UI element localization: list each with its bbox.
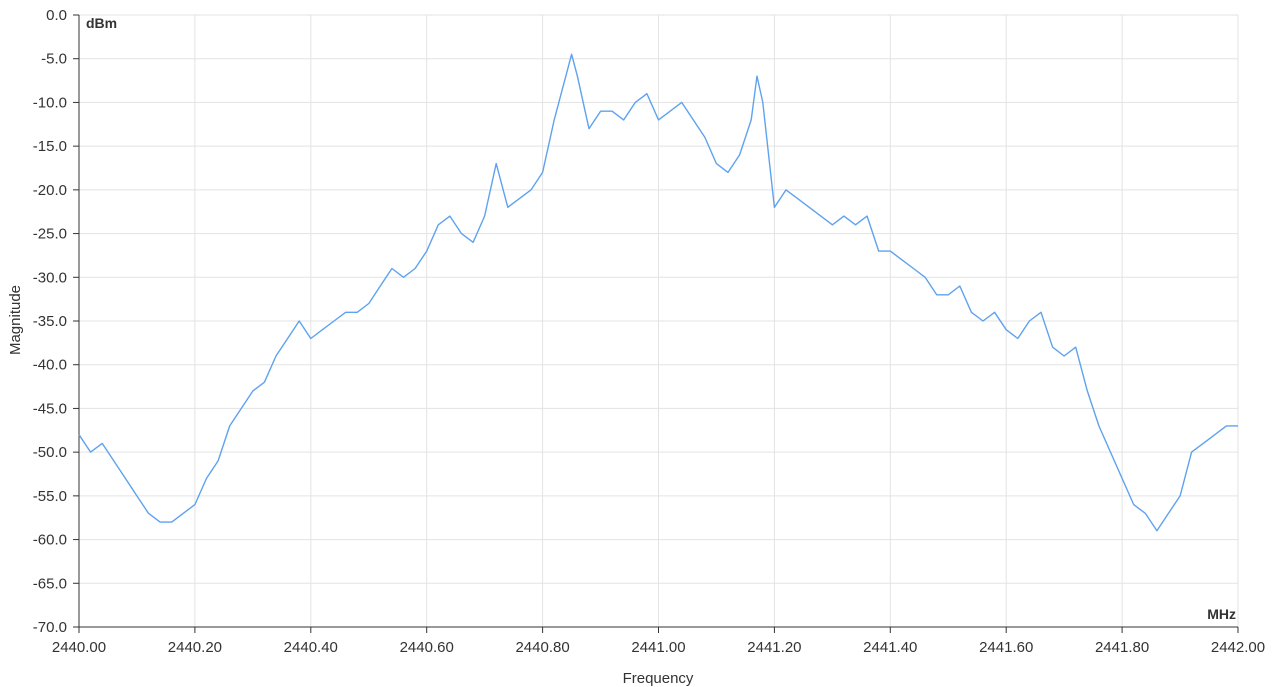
y-tick-label: -35.0 [33, 313, 67, 330]
grid [78, 14, 1239, 628]
x-unit-label: MHz [1207, 606, 1236, 622]
y-tick-label: -55.0 [33, 488, 67, 505]
x-tick-label: 2441.00 [631, 639, 685, 656]
tick-labels: 2440.00 2440.20 2440.40 2440.60 2440.80 2441.… [33, 7, 1265, 656]
x-tick-label: 2441.40 [863, 639, 917, 656]
x-tick-label: 2440.80 [515, 639, 569, 656]
axes [73, 14, 1239, 633]
y-tick-label: -40.0 [33, 357, 67, 374]
y-tick-label: -45.0 [33, 400, 67, 417]
x-tick-label: 2441.20 [747, 639, 801, 656]
y-tick-label: -30.0 [33, 269, 67, 286]
x-tick-label: 2440.60 [400, 639, 454, 656]
x-tick-label: 2441.60 [979, 639, 1033, 656]
y-tick-label: -60.0 [33, 532, 67, 549]
y-tick-label: -25.0 [33, 226, 67, 243]
y-unit-label: dBm [86, 15, 117, 31]
y-tick-label: -70.0 [33, 619, 67, 636]
y-tick-label: -65.0 [33, 575, 67, 592]
x-tick-label: 2440.20 [168, 639, 222, 656]
y-tick-label: -15.0 [33, 138, 67, 155]
magnitude-series-line [78, 53, 1238, 532]
x-tick-label: 2441.80 [1095, 639, 1149, 656]
y-tick-label: -5.0 [41, 51, 67, 68]
y-tick-label: 0.0 [46, 7, 67, 24]
x-axis-title: Frequency [623, 670, 694, 687]
x-tick-label: 2440.00 [52, 639, 106, 656]
x-tick-label: 2442.00 [1211, 639, 1265, 656]
y-tick-label: -10.0 [33, 94, 67, 111]
x-tick-label: 2440.40 [284, 639, 338, 656]
y-axis-title: Magnitude [7, 285, 24, 355]
y-tick-label: -20.0 [33, 182, 67, 199]
y-tick-label: -50.0 [33, 444, 67, 461]
